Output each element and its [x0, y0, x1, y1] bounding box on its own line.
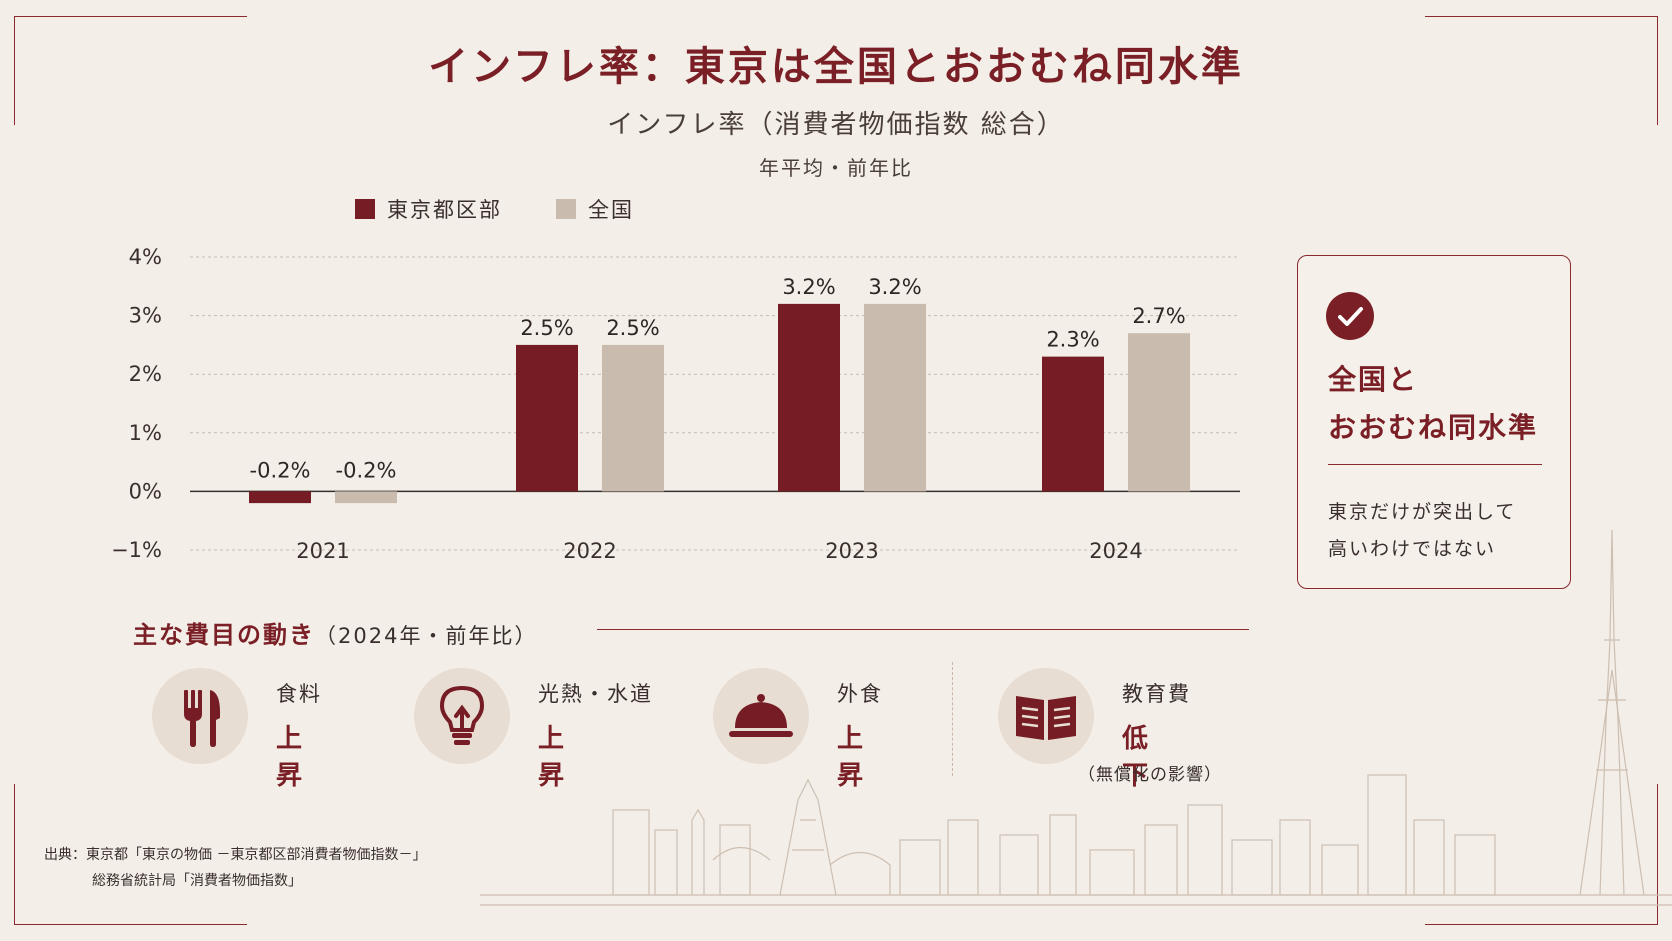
- callout-body: 東京だけが突出して 高いわけではない: [1328, 494, 1516, 568]
- y-tick-label: 3%: [129, 304, 162, 328]
- section-title: 主な費目の動き（2024年・前年比）: [133, 615, 537, 650]
- x-tick-label: 2022: [563, 539, 616, 562]
- y-tick-label: 1%: [129, 421, 162, 445]
- cloche-icon: [713, 668, 809, 764]
- category-label-education: 教育費: [1122, 682, 1191, 706]
- legend-item-tokyo: 東京都区部: [355, 194, 502, 224]
- inflation-bar-chart: 4% 3% 2% 1% 0% −1% -0.2% -0.2% 2021 2.5% 2.5% 2022 3…: [111, 245, 1240, 562]
- bar-national-2021: [335, 491, 397, 504]
- source-line1: 出典：東京都「東京の物価 －東京都区部消費者物価指数－」: [44, 847, 427, 863]
- legend-swatch-tokyo: [355, 199, 375, 219]
- callout-heading-line2: おおむね同水準: [1328, 411, 1539, 444]
- frame-corner-bottom-right: [1425, 784, 1658, 925]
- y-tick-label: 2%: [129, 362, 162, 386]
- bar-value-label: 2.7%: [1132, 304, 1185, 328]
- legend-label-tokyo: 東京都区部: [387, 198, 502, 222]
- bar-value-label: 2.5%: [606, 316, 659, 340]
- callout-heading: 全国と おおむね同水準: [1328, 356, 1538, 452]
- check-circle-icon: [1326, 292, 1374, 340]
- section-title-sub: （2024年・前年比）: [315, 624, 538, 648]
- legend-swatch-national: [556, 199, 576, 219]
- bar-tokyo-2021: [249, 491, 311, 504]
- x-tick-label: 2021: [296, 539, 349, 562]
- bar-value-label: -0.2%: [250, 458, 311, 482]
- source-citation: 出典：東京都「東京の物価 －東京都区部消費者物価指数－」 総務省統計局「消費者物…: [44, 842, 426, 894]
- tokyo-skyline-illustration: [480, 529, 1672, 906]
- bar-value-label: 2.5%: [520, 316, 573, 340]
- conclusion-callout: 全国と おおむね同水準 東京だけが突出して 高いわけではない: [1297, 255, 1571, 589]
- category-value-dining-out: 上昇: [837, 724, 866, 791]
- category-label-utilities: 光熱・水道: [538, 682, 653, 706]
- fork-knife-icon: [152, 668, 248, 764]
- items-vertical-divider: [952, 662, 953, 776]
- light-bulb-icon: [414, 668, 510, 764]
- category-value-utilities: 上昇: [538, 724, 567, 791]
- chart-legend: 東京都区部 全国: [355, 194, 634, 224]
- bar-tokyo-2022: [516, 344, 578, 492]
- callout-heading-line1: 全国と: [1328, 363, 1419, 396]
- section-divider: [597, 629, 1249, 630]
- bar-national-2024: [1128, 333, 1190, 492]
- frame-corner-bottom-left: [14, 784, 247, 925]
- category-note-education: （無償化の影響）: [1078, 765, 1222, 785]
- bar-value-label: -0.2%: [336, 458, 397, 482]
- x-tick-label: 2023: [825, 539, 878, 562]
- category-label-food: 食料: [276, 682, 322, 706]
- frame-corner-top-left: [14, 16, 247, 125]
- x-tick-label: 2024: [1089, 539, 1142, 562]
- page-title: インフレ率：東京は全国とおおむね同水準: [428, 44, 1244, 90]
- y-tick-label: 0%: [129, 479, 162, 503]
- y-tick-label: −1%: [111, 538, 162, 562]
- bar-national-2022: [602, 344, 664, 492]
- bar-value-label: 3.2%: [782, 275, 835, 299]
- callout-divider: [1328, 464, 1542, 465]
- callout-body-line2: 高いわけではない: [1328, 538, 1497, 560]
- category-value-food: 上昇: [276, 724, 305, 791]
- chart-subnote: 年平均・前年比: [759, 156, 913, 180]
- legend-label-national: 全国: [588, 198, 634, 222]
- bar-national-2023: [864, 303, 926, 492]
- bar-value-label: 2.3%: [1046, 328, 1099, 352]
- bar-tokyo-2024: [1042, 356, 1104, 492]
- category-value-education: 低下: [1122, 724, 1151, 791]
- bar-tokyo-2023: [778, 303, 840, 492]
- source-line2: 総務省統計局「消費者物価指数」: [92, 873, 302, 889]
- legend-item-national: 全国: [556, 194, 634, 224]
- open-book-icon: [998, 668, 1094, 764]
- y-tick-label: 4%: [129, 245, 162, 269]
- section-title-main: 主な費目の動き: [133, 621, 315, 649]
- frame-corner-top-right: [1425, 16, 1658, 125]
- callout-body-line1: 東京だけが突出して: [1328, 501, 1517, 523]
- chart-subtitle: インフレ率（消費者物価指数 総合）: [607, 110, 1065, 140]
- category-label-dining-out: 外食: [837, 682, 883, 706]
- bar-value-label: 3.2%: [868, 275, 921, 299]
